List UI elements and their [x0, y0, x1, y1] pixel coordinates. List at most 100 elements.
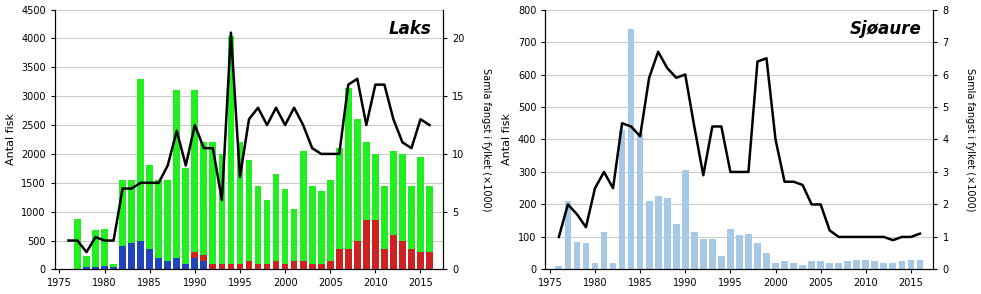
- Bar: [836, 263, 842, 269]
- Bar: [336, 148, 342, 269]
- Bar: [699, 238, 706, 269]
- Y-axis label: Samla fangst i fylket (×1000): Samla fangst i fylket (×1000): [965, 68, 975, 211]
- Bar: [282, 188, 288, 269]
- Bar: [182, 168, 189, 269]
- Y-axis label: Antal fisk: Antal fisk: [502, 113, 512, 166]
- Bar: [129, 243, 135, 269]
- Bar: [318, 191, 325, 269]
- Bar: [155, 258, 162, 269]
- Bar: [191, 258, 198, 269]
- Bar: [645, 201, 652, 269]
- Bar: [110, 264, 117, 269]
- Bar: [228, 36, 234, 269]
- Bar: [916, 260, 923, 269]
- Text: Laks: Laks: [388, 20, 432, 38]
- Bar: [345, 88, 351, 269]
- Bar: [727, 229, 734, 269]
- Bar: [390, 151, 396, 269]
- Bar: [219, 264, 226, 269]
- Bar: [654, 196, 661, 269]
- Bar: [83, 256, 90, 269]
- Bar: [781, 261, 788, 269]
- Bar: [354, 240, 361, 269]
- Bar: [372, 220, 379, 269]
- Bar: [219, 154, 226, 269]
- Bar: [182, 264, 189, 269]
- Bar: [390, 235, 396, 269]
- Bar: [120, 180, 126, 269]
- Bar: [92, 267, 99, 269]
- Bar: [408, 249, 415, 269]
- Bar: [583, 243, 590, 269]
- Bar: [555, 266, 562, 269]
- Bar: [754, 243, 761, 269]
- Bar: [129, 180, 135, 269]
- Bar: [245, 160, 252, 269]
- Bar: [381, 186, 387, 269]
- Bar: [165, 180, 171, 269]
- Bar: [309, 264, 316, 269]
- Bar: [146, 249, 153, 269]
- Bar: [345, 249, 351, 269]
- Bar: [290, 261, 297, 269]
- Bar: [137, 240, 144, 269]
- Bar: [137, 79, 144, 269]
- Y-axis label: Antal fisk: Antal fisk: [6, 113, 16, 166]
- Bar: [146, 166, 153, 269]
- Bar: [318, 264, 325, 269]
- Bar: [691, 232, 697, 269]
- Bar: [609, 263, 616, 269]
- Bar: [381, 249, 387, 269]
- Bar: [763, 253, 770, 269]
- Bar: [899, 261, 905, 269]
- Bar: [236, 264, 243, 269]
- Bar: [736, 235, 743, 269]
- Bar: [907, 260, 914, 269]
- Bar: [790, 263, 797, 269]
- Bar: [664, 198, 671, 269]
- Bar: [845, 261, 852, 269]
- Bar: [210, 142, 216, 269]
- Bar: [862, 260, 869, 269]
- Bar: [191, 252, 198, 258]
- Bar: [174, 90, 181, 269]
- Bar: [165, 261, 171, 269]
- Y-axis label: Samla fangst i fylket (×1000): Samla fangst i fylket (×1000): [481, 68, 491, 211]
- Bar: [853, 260, 860, 269]
- Bar: [327, 261, 334, 269]
- Bar: [83, 267, 90, 269]
- Bar: [327, 180, 334, 269]
- Bar: [300, 261, 306, 269]
- Bar: [399, 240, 406, 269]
- Bar: [417, 157, 424, 269]
- Bar: [363, 142, 370, 269]
- Bar: [800, 265, 806, 269]
- Bar: [745, 234, 751, 269]
- Bar: [228, 264, 234, 269]
- Bar: [101, 266, 108, 269]
- Bar: [120, 246, 126, 269]
- Bar: [155, 180, 162, 269]
- Bar: [826, 263, 833, 269]
- Bar: [200, 255, 207, 261]
- Bar: [174, 258, 181, 269]
- Bar: [637, 133, 644, 269]
- Bar: [372, 154, 379, 269]
- Bar: [236, 142, 243, 269]
- Bar: [300, 151, 306, 269]
- Bar: [92, 230, 99, 269]
- Bar: [619, 130, 626, 269]
- Bar: [264, 200, 271, 269]
- Bar: [309, 186, 316, 269]
- Bar: [808, 261, 815, 269]
- Bar: [363, 220, 370, 269]
- Bar: [75, 219, 80, 269]
- Bar: [110, 267, 117, 269]
- Bar: [354, 119, 361, 269]
- Bar: [890, 263, 897, 269]
- Bar: [264, 264, 271, 269]
- Bar: [255, 186, 261, 269]
- Bar: [817, 261, 824, 269]
- Bar: [399, 154, 406, 269]
- Bar: [574, 242, 581, 269]
